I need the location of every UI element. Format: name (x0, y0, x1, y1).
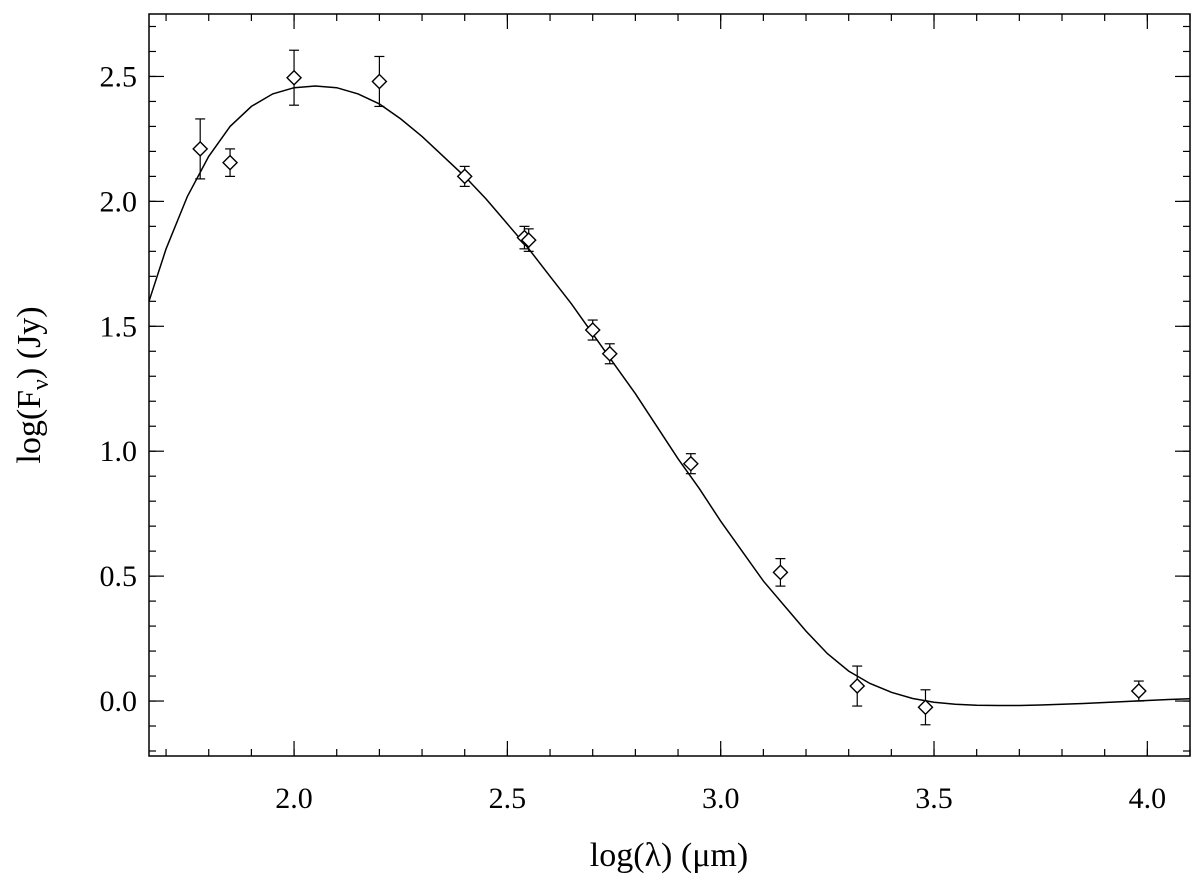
y-tick-label: 0.5 (100, 560, 138, 593)
data-points (192, 49, 1147, 726)
x-tick-label: 3.5 (915, 782, 953, 815)
diamond-marker (682, 455, 699, 472)
data-point (584, 319, 601, 341)
y-tick-label: 2.0 (100, 185, 138, 218)
minor-ticks (149, 14, 1191, 756)
diamond-marker (849, 678, 866, 695)
y-tick-label: 0.0 (100, 685, 138, 718)
y-axis-title-sub: ν (28, 379, 54, 390)
y-axis-title: log(Fν) (Jy) (11, 306, 54, 463)
plot-frame (148, 13, 1191, 757)
diamond-marker (772, 564, 789, 581)
x-axis-title: log(λ) (μm) (590, 837, 748, 874)
data-point (286, 49, 303, 106)
diamond-marker (456, 168, 473, 185)
y-tick-label: 1.5 (100, 310, 138, 343)
y-tick-labels: 0.0 0.5 1.0 1.5 2.0 2.5 (100, 60, 138, 718)
y-axis-title-pre: log(F (11, 390, 48, 464)
data-point (456, 165, 473, 187)
diamond-marker (520, 232, 537, 249)
diamond-marker (584, 322, 601, 339)
diamond-marker (222, 154, 239, 171)
model-curve (148, 85, 1191, 707)
diamond-marker (1130, 683, 1147, 700)
data-point (222, 148, 239, 177)
data-point (601, 343, 618, 365)
data-point (371, 55, 388, 108)
x-tick-labels: 2.0 2.5 3.0 3.5 4.0 (275, 782, 1166, 815)
y-tick-label: 1.0 (100, 435, 138, 468)
diamond-marker (192, 140, 209, 157)
x-tick-label: 2.5 (489, 782, 527, 815)
diamond-marker (286, 69, 303, 86)
data-point (772, 558, 789, 587)
x-tick-label: 3.0 (702, 782, 740, 815)
data-point (849, 665, 866, 707)
data-point (917, 689, 934, 726)
y-axis-title-post: ) (Jy) (11, 306, 48, 379)
diamond-marker (601, 345, 618, 362)
data-point (682, 453, 699, 475)
x-tick-label: 2.0 (275, 782, 313, 815)
diamond-marker (917, 699, 934, 716)
major-ticks (149, 14, 1190, 756)
diamond-marker (371, 73, 388, 90)
data-point (192, 118, 209, 180)
data-point (520, 228, 537, 252)
y-tick-label: 2.5 (100, 60, 138, 93)
x-tick-label: 4.0 (1129, 782, 1167, 815)
data-point (1130, 680, 1147, 702)
